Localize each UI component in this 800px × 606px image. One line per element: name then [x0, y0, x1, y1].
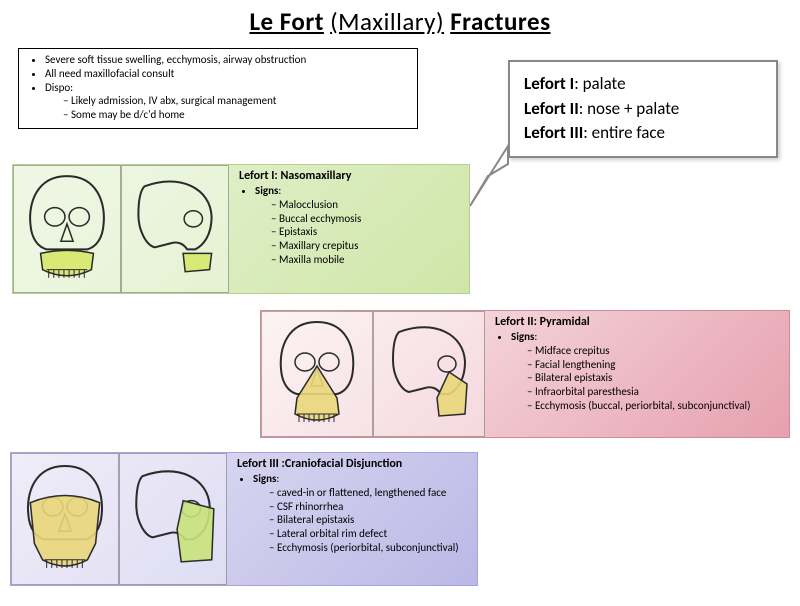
sign-item: Maxillary crepitus [271, 239, 461, 253]
signs-label: Signs [253, 472, 276, 485]
sign-item: Ecchymosis (buccal, periorbital, subconj… [527, 399, 781, 413]
callout-l1-text: : palate [574, 73, 625, 94]
sign-item: Facial lengthening [527, 358, 781, 372]
intro-item: Dispo: Likely admission, IV abx, surgica… [45, 81, 409, 122]
lefort2-title: Lefort II: Pyramidal [495, 315, 781, 330]
sign-item: caved-in or flattened, lengthened face [269, 486, 469, 500]
intro-item: All need maxillofacial consult [45, 67, 409, 81]
sign-item: Lateral orbital rim defect [269, 527, 469, 541]
page-title: Le Fort (Maxillary) Fractures [0, 6, 800, 37]
signs-label: Signs [511, 330, 534, 343]
sign-item: Epistaxis [271, 225, 461, 239]
intro-subitem: Some may be d/c'd home [63, 108, 409, 122]
lefort1-skull-front [13, 165, 121, 293]
summary-callout: Lefort I: palate Lefort II: nose + palat… [508, 60, 778, 158]
intro-box: Severe soft tissue swelling, ecchymosis,… [18, 48, 418, 129]
sign-item: Infraorbital paresthesia [527, 385, 781, 399]
callout-l2-label: Lefort II [524, 98, 579, 119]
intro-item: Severe soft tissue swelling, ecchymosis,… [45, 53, 409, 67]
lefort2-skull-side [373, 311, 485, 437]
sign-item: Malocclusion [271, 198, 461, 212]
lefort2-panel: Lefort II: Pyramidal Signs: Midface crep… [260, 310, 790, 438]
lefort1-skull-side [121, 165, 229, 293]
title-lefort: Le Fort [249, 6, 323, 37]
lefort3-skull-front [11, 453, 119, 585]
lefort1-panel: Lefort I: Nasomaxillary Signs: Malocclus… [12, 164, 470, 294]
lefort3-signs-list: caved-in or flattened, lengthened face C… [253, 486, 469, 555]
sign-item: Bilateral epistaxis [527, 371, 781, 385]
callout-l1-label: Lefort I [524, 73, 574, 94]
callout-l2-text: : nose + palate [579, 98, 679, 119]
sign-item: Buccal ecchymosis [271, 212, 461, 226]
lefort2-skull-front [261, 311, 373, 437]
sign-item: Bilateral epistaxis [269, 513, 469, 527]
callout-l3-label: Lefort III [524, 122, 583, 143]
sign-item: Midface crepitus [527, 344, 781, 358]
lefort3-panel: Lefort III :Craniofacial Disjunction Sig… [10, 452, 478, 586]
lefort3-skull-side [119, 453, 227, 585]
sign-item: Ecchymosis (periorbital, subconjunctival… [269, 541, 469, 555]
lefort2-signs-list: Midface crepitus Facial lengthening Bila… [511, 344, 781, 413]
intro-subitem: Likely admission, IV abx, surgical manag… [63, 94, 409, 108]
sign-item: CSF rhinorrhea [269, 500, 469, 514]
lefort3-title: Lefort III :Craniofacial Disjunction [237, 457, 469, 472]
callout-l3-text: : entire face [583, 122, 665, 143]
sign-item: Maxilla mobile [271, 253, 461, 267]
title-paren: (Maxillary) [330, 6, 444, 37]
title-fractures: Fractures [450, 6, 550, 37]
lefort1-title: Lefort I: Nasomaxillary [239, 169, 461, 184]
signs-label: Signs [255, 184, 278, 197]
lefort1-signs-list: Malocclusion Buccal ecchymosis Epistaxis… [255, 198, 461, 267]
